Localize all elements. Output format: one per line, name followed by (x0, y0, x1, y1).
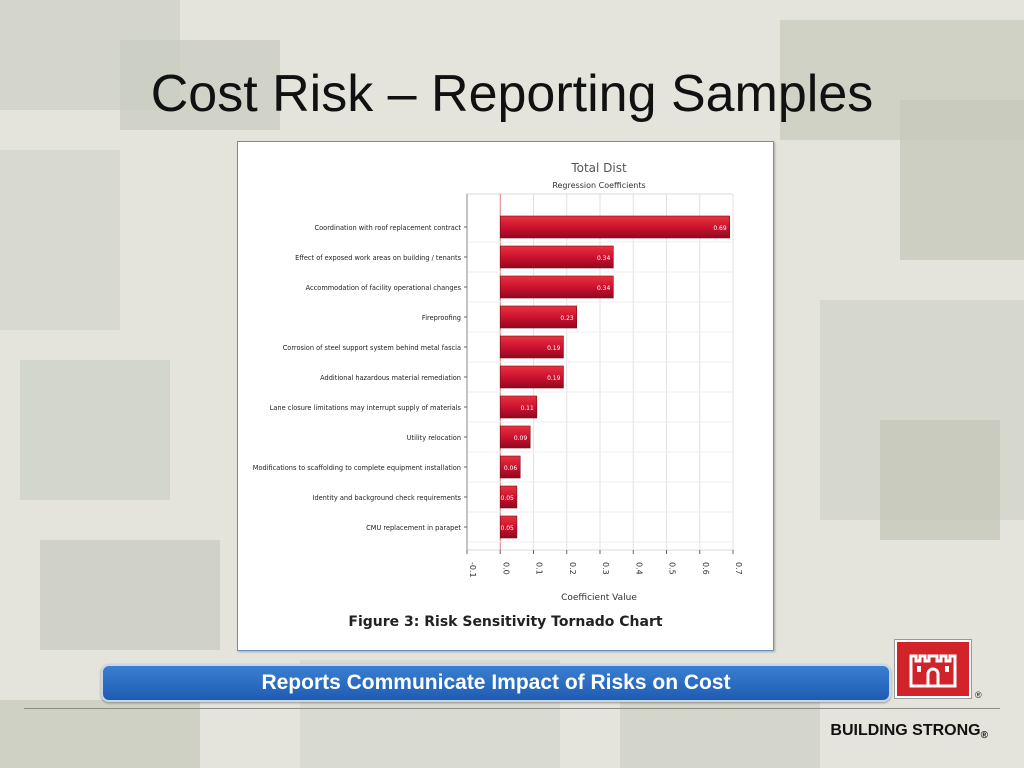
x-tick-label: 0.5 (668, 562, 677, 575)
bar (499, 485, 518, 509)
category-label: Accommodation of facility operational ch… (306, 284, 462, 292)
tagline-registered-mark: ® (980, 730, 988, 741)
x-tick-label: 0.6 (701, 562, 710, 575)
category-label: Modifications to scaffolding to complete… (253, 464, 461, 472)
x-tick-label: 0.0 (501, 562, 510, 575)
chart-title: Total Dist (570, 161, 627, 175)
banner-text: Reports Communicate Impact of Risks on C… (261, 671, 731, 694)
bar (499, 245, 614, 269)
bar (499, 215, 730, 239)
bar (499, 425, 531, 449)
category-label: Effect of exposed work areas on building… (295, 254, 461, 262)
bar (499, 305, 578, 329)
category-label: Fireproofing (422, 314, 461, 322)
x-tick-label: 0.2 (568, 562, 577, 575)
category-label: Lane closure limitations may interrupt s… (270, 404, 462, 412)
bar-value-label: 0.69 (713, 225, 727, 232)
bar-value-label: 0.34 (597, 255, 611, 262)
bar (499, 395, 538, 419)
category-label: CMU replacement in parapet (366, 524, 461, 532)
bar-value-label: 0.19 (547, 375, 561, 382)
tornado-chart: Total Dist Regression Coefficients Coeff… (253, 161, 743, 603)
castle-logo (894, 639, 972, 699)
chart-figure: Total Dist Regression Coefficients Coeff… (237, 141, 774, 651)
x-tick-label: -0.1 (468, 562, 477, 578)
bar-value-label: 0.11 (520, 405, 534, 412)
x-tick-label: 0.3 (601, 562, 610, 575)
x-axis-label: Coefficient Value (561, 593, 637, 603)
footer-divider (24, 708, 1000, 709)
x-tick-label: 0.7 (734, 562, 743, 575)
bar (499, 515, 518, 539)
bar-value-label: 0.05 (501, 525, 515, 532)
category-label: Identity and background check requiremen… (313, 494, 462, 502)
chart-subtitle: Regression Coefficients (552, 181, 645, 190)
category-label: Additional hazardous material remediatio… (320, 374, 461, 382)
bar-value-label: 0.34 (597, 285, 611, 292)
bar-value-label: 0.06 (504, 465, 518, 472)
logo-registered-mark: ® (975, 690, 982, 700)
bar-value-label: 0.09 (514, 435, 528, 442)
category-label: Corrosion of steel support system behind… (283, 344, 461, 352)
bar (499, 275, 614, 299)
figure-caption: Figure 3: Risk Sensitivity Tornado Chart (348, 614, 663, 630)
x-tick-label: 0.4 (634, 562, 643, 575)
tagline-text: BUILDING STRONG (830, 722, 981, 739)
bar-value-label: 0.05 (501, 495, 515, 502)
castle-icon (909, 654, 957, 688)
bar-value-label: 0.23 (560, 315, 574, 322)
message-banner: Reports Communicate Impact of Risks on C… (101, 664, 891, 702)
bar-value-label: 0.19 (547, 345, 561, 352)
category-label: Utility relocation (407, 434, 461, 442)
footer-tagline: BUILDING STRONG® (830, 722, 988, 741)
category-label: Coordination with roof replacement contr… (315, 224, 462, 232)
bar (499, 335, 564, 359)
bar (499, 455, 521, 479)
bar (499, 365, 564, 389)
x-tick-label: 0.1 (535, 562, 544, 575)
slide-title: Cost Risk – Reporting Samples (150, 65, 874, 123)
